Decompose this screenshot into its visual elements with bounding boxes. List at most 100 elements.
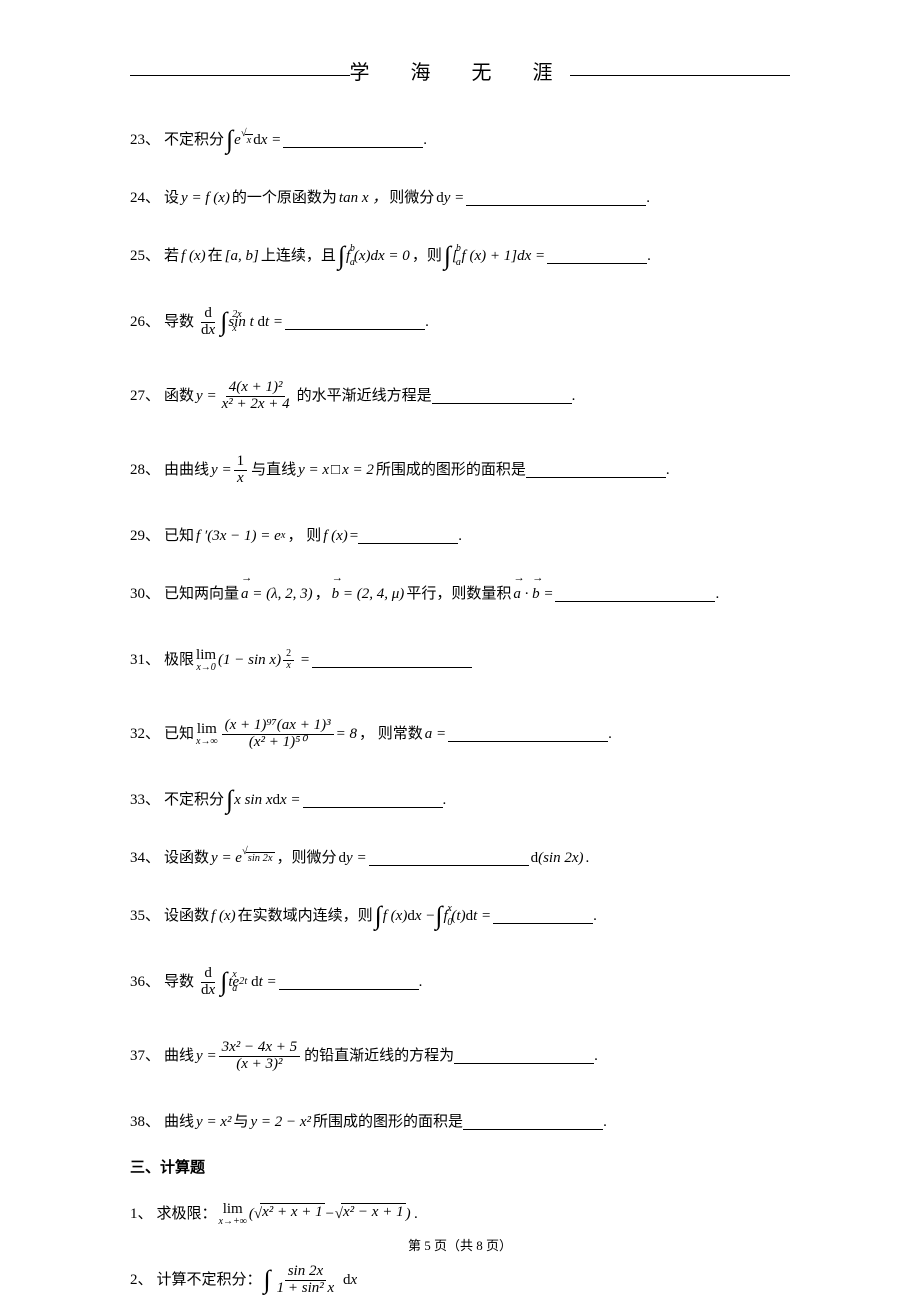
- sqrt-arg: x² + x + 1: [260, 1203, 325, 1226]
- question-36: 36、 导数 ddx ∫xa te2t dt = .: [130, 951, 790, 1013]
- qnum: 24、: [130, 187, 160, 210]
- question-29: 29、 已知 f ′(3x − 1) = ex ， 则 f (x) = .: [130, 513, 790, 559]
- text: 上连续，且: [261, 245, 336, 268]
- text: □: [331, 459, 340, 482]
- frac-num: d: [201, 966, 215, 983]
- math-expr: tan x ，: [339, 187, 387, 210]
- answer-blank[interactable]: [432, 388, 572, 405]
- content: 23、 不定积分 ∫ ex dx = . 24、 设 y = f (x) 的一个…: [130, 117, 790, 1312]
- integral-icon: ∫ba: [444, 246, 451, 267]
- math-expr: ∫ba [ f (x) + 1]dx =: [444, 245, 545, 268]
- answer-blank[interactable]: [303, 792, 443, 809]
- answer-blank[interactable]: [279, 974, 419, 991]
- question-31: 31、 极限 limx→0 (1 − sin x)2x =: [130, 629, 790, 691]
- math-expr: f ′(3x − 1) = ex: [196, 525, 285, 548]
- question-27: 27、 函数 y = 4(x + 1)²x² + 2x + 4 的水平渐近线方程…: [130, 365, 790, 427]
- math-expr: b = (2, 4, μ): [332, 583, 405, 606]
- answer-blank[interactable]: [369, 850, 529, 867]
- answer-blank[interactable]: [283, 132, 423, 149]
- math-expr: y = 4(x + 1)²x² + 2x + 4: [196, 380, 295, 413]
- period: .: [585, 847, 589, 870]
- question-38: 38、 曲线 y = x² 与 y = 2 − x² 所围成的图形的面积是 .: [130, 1099, 790, 1145]
- math-expr: a =: [425, 723, 446, 746]
- qnum: 33、: [130, 789, 160, 812]
- text: ，: [315, 583, 330, 606]
- question-32: 32、 已知 limx→∞ (x + 1)⁹⁷(ax + 1)³(x² + 1)…: [130, 703, 790, 765]
- text: 与直线: [251, 459, 296, 482]
- text: 在实数域内连续，则: [238, 905, 373, 928]
- math-expr: y = 1x: [211, 454, 249, 487]
- math-expr: d(sin 2x): [531, 847, 584, 870]
- text: 设: [164, 187, 179, 210]
- header-rule-left: [130, 75, 350, 76]
- math-expr: y = x²: [196, 1111, 231, 1134]
- answer-blank[interactable]: [466, 190, 646, 207]
- math-expr: ∫ sin 2x1 + sin² x dx: [264, 1264, 358, 1297]
- question-35: 35、 设函数 f (x) 在实数域内连续，则 ∫ f (x)dx − ∫x0 …: [130, 893, 790, 939]
- math-expr: y = x: [298, 459, 329, 482]
- text: ， 则常数: [359, 723, 423, 746]
- section-3-title: 三、计算题: [130, 1157, 790, 1180]
- answer-blank[interactable]: [547, 248, 647, 265]
- math-expr: limx→+∞ (x² + x + 1 − x² − x + 1) .: [219, 1202, 419, 1227]
- calc-question-2: 2、 计算不定积分： ∫ sin 2x1 + sin² x dx: [130, 1250, 790, 1312]
- period: .: [443, 789, 447, 812]
- limit-icon: limx→0: [196, 648, 216, 673]
- qnum: 35、: [130, 905, 160, 928]
- integral-icon: ∫: [226, 130, 233, 151]
- text: 所围成的图形的面积是: [376, 459, 526, 482]
- text: 已知: [164, 525, 194, 548]
- frac-den: (x + 3)²: [233, 1057, 285, 1073]
- integral-icon: ∫xa: [220, 972, 227, 993]
- frac-den: dx: [198, 323, 218, 339]
- text: 设函数: [164, 847, 209, 870]
- answer-blank[interactable]: [555, 586, 715, 603]
- integral-icon: ∫: [226, 790, 233, 811]
- text: 若: [164, 245, 179, 268]
- integral-icon: ∫ba: [338, 246, 345, 267]
- math-expr: y = f (x): [181, 187, 230, 210]
- answer-blank[interactable]: [526, 462, 666, 479]
- math-text: = 8: [336, 723, 357, 746]
- text: 曲线: [164, 1111, 194, 1134]
- math-text: [ f (x) + 1]dx =: [452, 245, 545, 268]
- text: 求极限：: [157, 1203, 217, 1226]
- text: 的水平渐近线方程是: [297, 385, 432, 408]
- math-expr: y = 3x² − 4x + 5(x + 3)²: [196, 1040, 302, 1073]
- period: .: [423, 129, 427, 152]
- answer-blank[interactable]: [454, 1048, 594, 1065]
- text: 平行，则数量积: [406, 583, 511, 606]
- qnum: 31、: [130, 649, 160, 672]
- text: 由曲线: [164, 459, 209, 482]
- math-expr: ∫ ex dx =: [226, 129, 281, 152]
- math-expr: ∫ f (x)dx − ∫x0 f (t)dt =: [375, 905, 491, 928]
- limit-icon: limx→∞: [196, 722, 218, 747]
- text: 设函数: [164, 905, 209, 928]
- answer-blank[interactable]: [358, 528, 458, 545]
- period: .: [646, 187, 650, 210]
- qnum: 38、: [130, 1111, 160, 1134]
- answer-blank[interactable]: [312, 652, 472, 669]
- math-expr: dy =: [436, 187, 464, 210]
- sqrt-arg: x² − x + 1: [341, 1203, 406, 1226]
- frac-den: x² + 2x + 4: [219, 397, 293, 413]
- frac-num: sin 2x: [285, 1264, 326, 1281]
- frac-num: 4(x + 1)²: [226, 380, 286, 397]
- integral-icon: ∫x0: [435, 906, 442, 927]
- period: .: [594, 1045, 598, 1068]
- math-expr: ddx ∫2xx sin t dt =: [196, 306, 283, 339]
- frac-num: 1: [234, 454, 248, 471]
- answer-blank[interactable]: [448, 726, 608, 743]
- qnum: 30、: [130, 583, 160, 606]
- frac-num: 3x² − 4x + 5: [219, 1040, 301, 1057]
- math-expr: ∫ x sin xdx =: [226, 789, 300, 812]
- text: ，则: [412, 245, 442, 268]
- math-text: (1 − sin x): [218, 649, 281, 672]
- answer-blank[interactable]: [285, 314, 425, 331]
- header-title: 学 海 无 涯: [344, 56, 577, 87]
- math-text: = (2, 4, μ): [343, 583, 404, 606]
- math-expr: f (x): [211, 905, 236, 928]
- answer-blank[interactable]: [493, 908, 593, 925]
- answer-blank[interactable]: [463, 1114, 603, 1131]
- text: 不定积分: [164, 789, 224, 812]
